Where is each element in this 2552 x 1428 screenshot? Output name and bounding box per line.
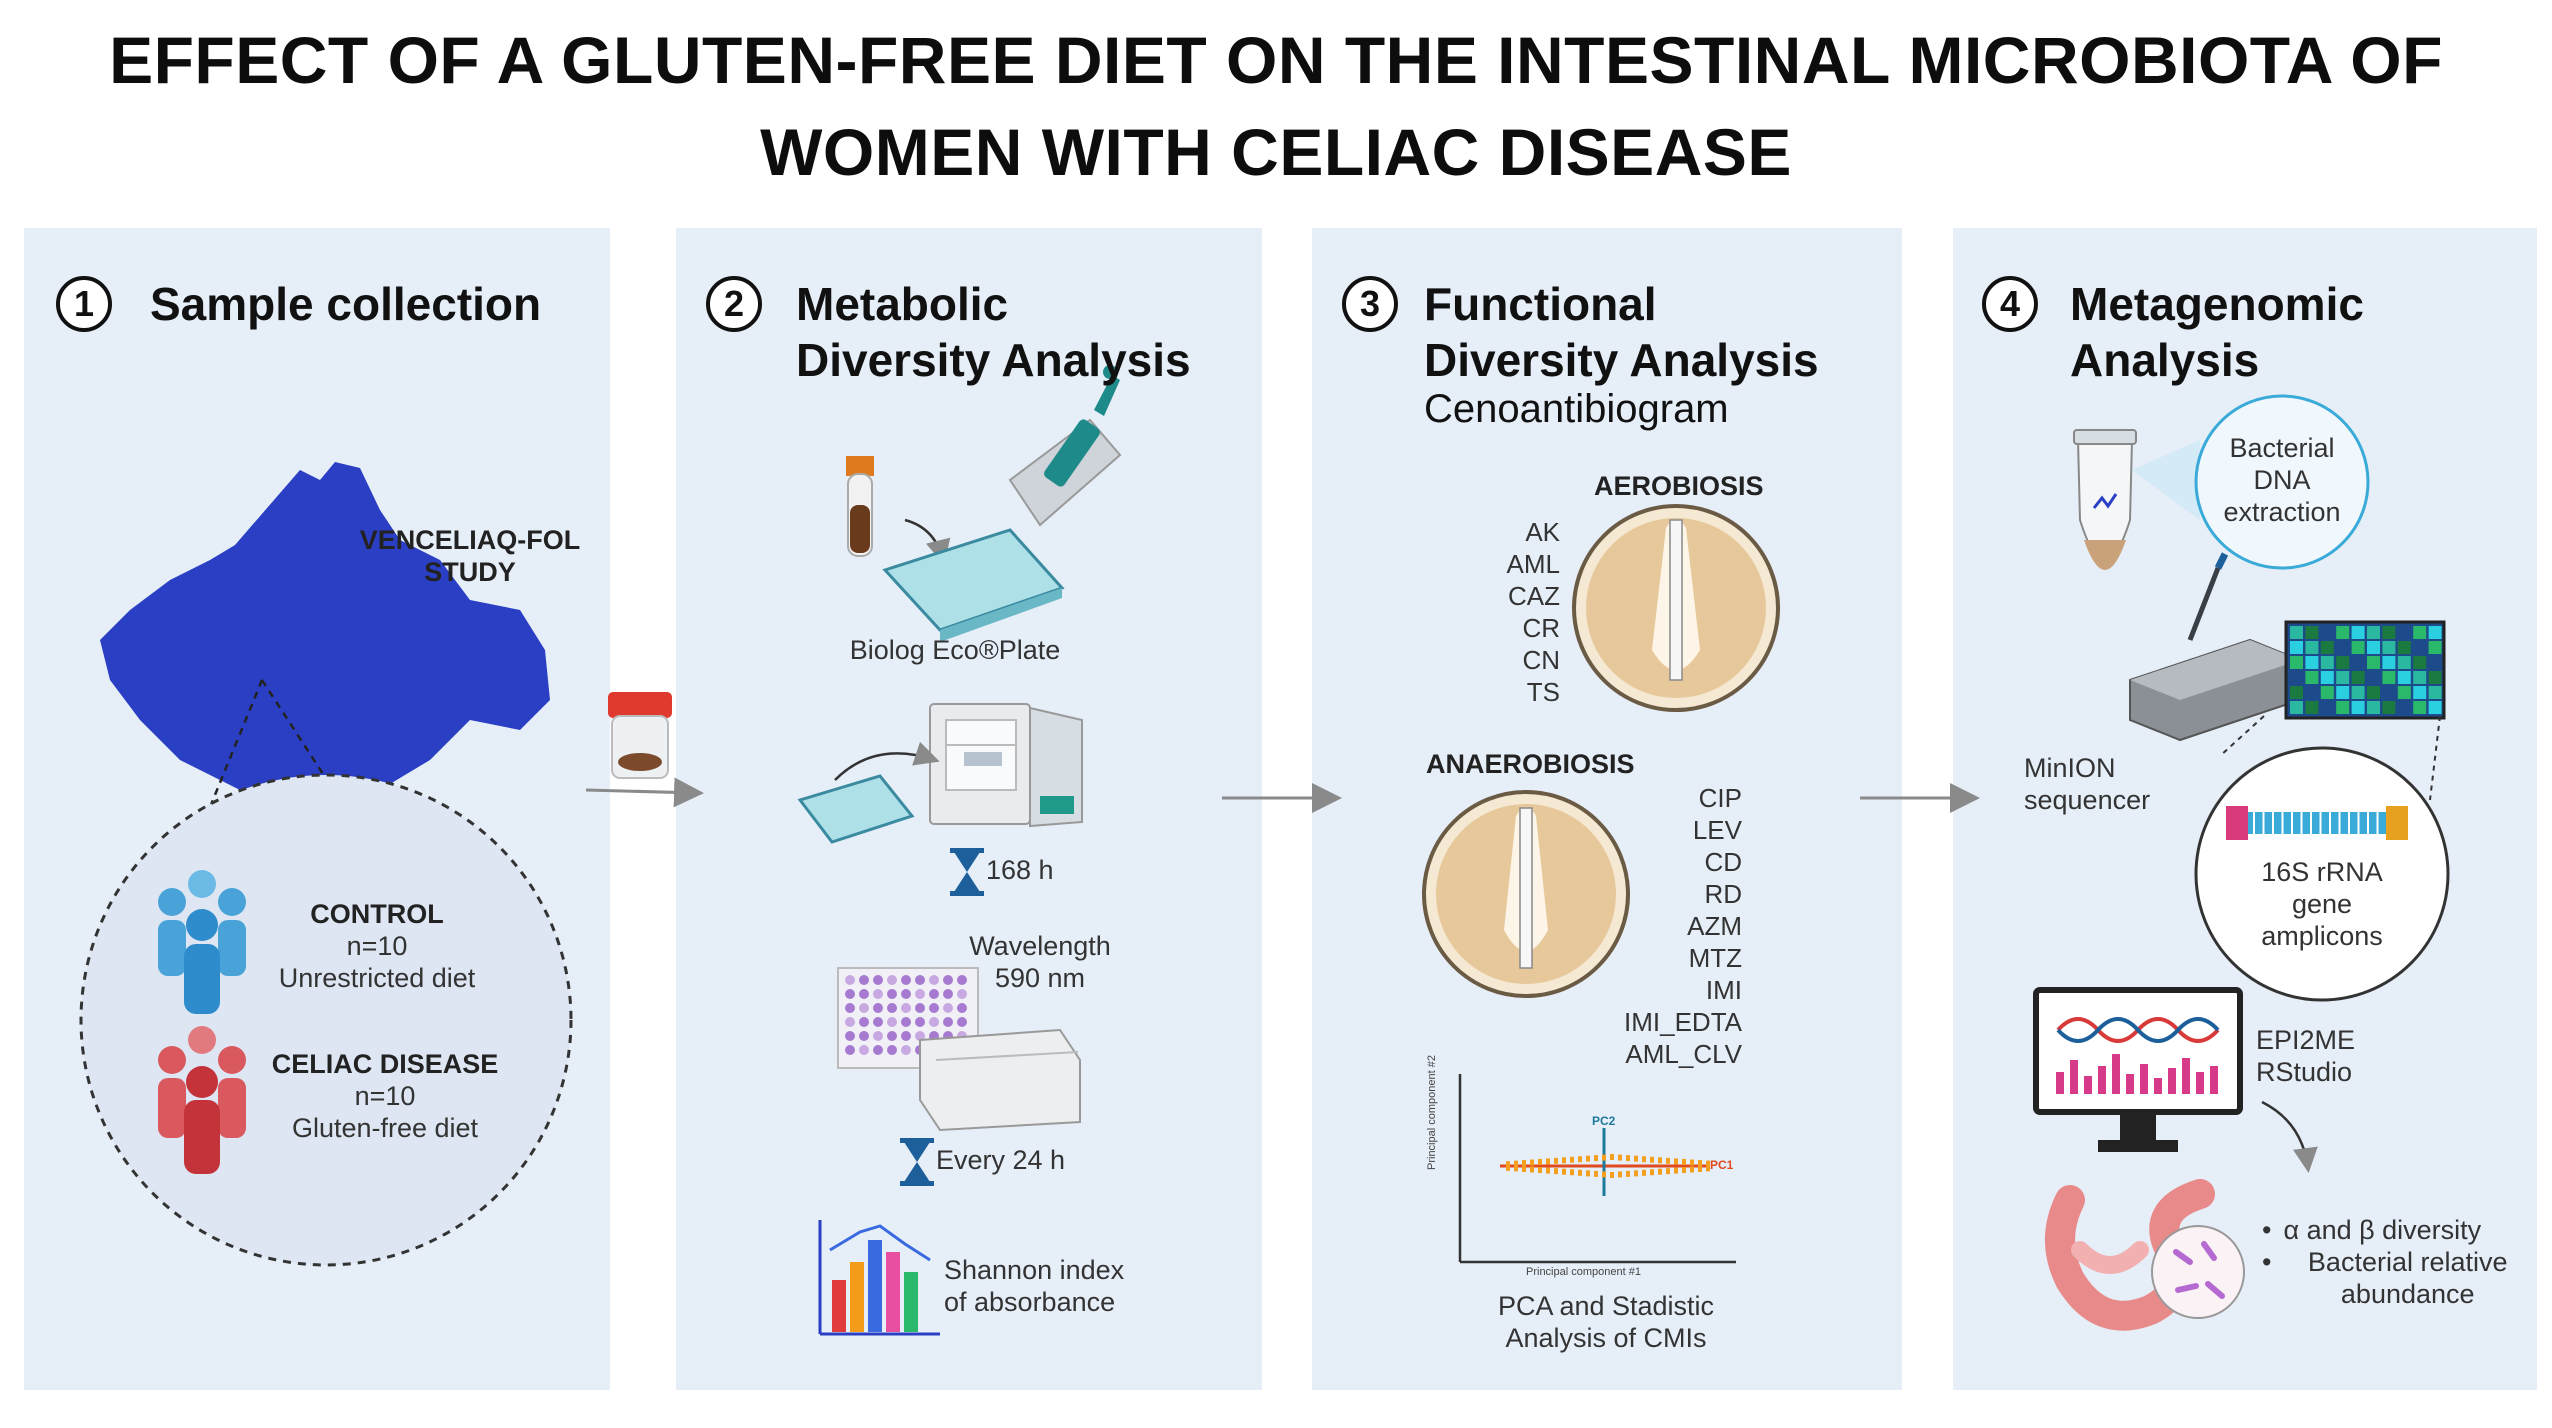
microtube-icon <box>2073 429 2137 570</box>
cohort-circle <box>79 773 573 1267</box>
bacteria-magnifier-icon <box>2151 1225 2245 1319</box>
output-list: • α and β diversity • Bacterial relative a… <box>2262 1214 2532 1310</box>
panel-3-subtitle: Cenoantibiogram <box>1424 387 1729 431</box>
panel-4-title: Metagenomic Analysis <box>2070 278 2364 386</box>
shannon-label: Shannon index of absorbance <box>944 1255 1125 1317</box>
amplicon-circle <box>2194 746 2450 1002</box>
anaerobiosis-petri-dish <box>1422 790 1630 998</box>
celiac-group-label: CELIAC DISEASE n=10 Gluten-free diet <box>271 1049 499 1143</box>
hourglass-icon-2 <box>900 1138 934 1186</box>
intestine-icon <box>2045 1179 2215 1331</box>
panel-functional-diversity <box>1312 228 1902 1390</box>
sequencer-label: MinION sequencer <box>2024 753 2151 815</box>
output-item: • Bacterial relative abundance <box>2262 1247 2508 1309</box>
panel-2-title: Metabolic Diversity Analysis <box>796 278 1191 386</box>
celiac-group-icon <box>158 1026 246 1174</box>
ecoplate-label: Biolog Eco®Plate <box>849 635 1061 665</box>
computer-monitor-icon <box>2033 987 2243 1152</box>
sample-tube-icon <box>846 456 874 557</box>
ecoplate-icon <box>882 528 1065 642</box>
hourglass-icon <box>950 848 984 896</box>
pca-caption: PCA and Stadistic Analysis of CMIs <box>1497 1291 1715 1353</box>
step-number-4: 4 <box>1982 276 2038 332</box>
plate-reader-icon <box>919 1028 1081 1132</box>
title-line-2: WOMEN WITH CELIAC DISEASE <box>760 115 1792 189</box>
incubation-time: 168 h <box>986 855 1054 885</box>
wavelength-label: Wavelength 590 nm <box>969 931 1111 993</box>
pca-y-axis-label: Principal component #2 <box>1426 1055 1438 1170</box>
minion-sequencer-icon <box>2129 552 2301 742</box>
dna-extraction-bubble <box>2194 394 2370 570</box>
amplicon-dna-icon <box>2226 806 2408 840</box>
step-number-2: 2 <box>706 276 762 332</box>
study-label: VENCELIAQ-FOL STUDY <box>359 525 581 587</box>
pca-pc1-label: PC1 <box>1710 1158 1734 1172</box>
incubator-icon <box>929 703 1083 828</box>
pca-pc2-label: PC2 <box>1592 1114 1616 1128</box>
dna-extraction-label: Bacterial DNA extraction <box>2223 433 2341 527</box>
control-group-label: CONTROL n=10 Unrestricted diet <box>278 899 476 993</box>
step-number-3: 3 <box>1342 276 1398 332</box>
plate-to-incubator-icon <box>797 741 940 844</box>
software-label: EPI2ME RStudio <box>2256 1025 2356 1087</box>
sample-jar-icon <box>608 692 672 779</box>
reading-interval: Every 24 h <box>936 1145 1066 1175</box>
multichannel-pipette-icon <box>1008 365 1122 527</box>
amplicon-label: 16S rRNA gene amplicons <box>2261 857 2383 951</box>
control-group-icon <box>158 870 246 1014</box>
anaerobiosis-antibiotic-list: CIP LEV CD RD AZM MTZ IMI IMI_EDTA AML_C… <box>1624 783 1742 1069</box>
pca-points <box>1506 1154 1710 1178</box>
pca-plot-icon <box>1458 1074 1736 1264</box>
output-item: • α and β diversity <box>2262 1215 2482 1245</box>
madrid-map-icon <box>100 462 550 820</box>
step-number-1: 1 <box>56 276 112 332</box>
pca-x-axis-label: Principal component #1 <box>1526 1266 1641 1278</box>
panel-1-title: Sample collection <box>150 278 542 330</box>
aerobiosis-antibiotic-list: AK AML CAZ CR CN TS <box>1506 517 1560 707</box>
anaerobiosis-label: ANAEROBIOSIS <box>1426 749 1635 779</box>
page-title: EFFECT OF A GLUTEN-FREE DIET ON THE INTE… <box>0 14 2552 198</box>
aerobiosis-petri-dish <box>1572 504 1780 712</box>
panel-3-title: Functional Diversity Analysis <box>1424 278 1819 386</box>
title-line-1: EFFECT OF A GLUTEN-FREE DIET ON THE INTE… <box>109 23 2443 97</box>
aerobiosis-label: AEROBIOSIS <box>1594 471 1764 501</box>
sequence-grid-cells <box>2290 626 2442 714</box>
shannon-chart-icon <box>818 1220 940 1336</box>
